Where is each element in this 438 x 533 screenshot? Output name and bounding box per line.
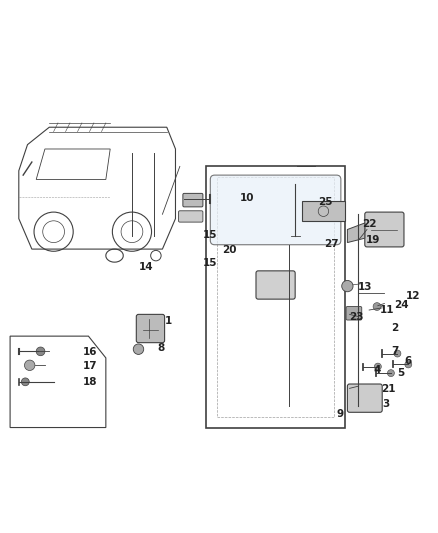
Text: 21: 21 bbox=[381, 384, 396, 394]
Circle shape bbox=[373, 303, 381, 310]
Text: 5: 5 bbox=[397, 368, 405, 378]
FancyBboxPatch shape bbox=[365, 212, 404, 247]
Text: 11: 11 bbox=[380, 305, 395, 315]
Text: 6: 6 bbox=[404, 357, 411, 366]
FancyBboxPatch shape bbox=[347, 384, 382, 413]
Text: 22: 22 bbox=[362, 219, 376, 229]
Text: 16: 16 bbox=[83, 347, 98, 357]
Circle shape bbox=[342, 280, 353, 292]
FancyBboxPatch shape bbox=[210, 175, 341, 245]
Circle shape bbox=[133, 344, 144, 354]
Circle shape bbox=[388, 370, 394, 377]
Circle shape bbox=[405, 361, 412, 368]
Text: 1: 1 bbox=[165, 316, 172, 326]
Text: 27: 27 bbox=[324, 239, 339, 249]
Circle shape bbox=[25, 360, 35, 370]
FancyBboxPatch shape bbox=[136, 314, 165, 343]
Text: 8: 8 bbox=[157, 343, 164, 353]
Text: 20: 20 bbox=[223, 245, 237, 255]
Circle shape bbox=[36, 347, 45, 356]
FancyBboxPatch shape bbox=[346, 306, 362, 320]
FancyBboxPatch shape bbox=[179, 211, 203, 222]
Text: 25: 25 bbox=[318, 197, 333, 207]
Text: 24: 24 bbox=[394, 300, 409, 310]
Polygon shape bbox=[302, 201, 345, 221]
Text: 2: 2 bbox=[391, 324, 398, 333]
Circle shape bbox=[374, 363, 381, 370]
Text: 7: 7 bbox=[391, 346, 398, 357]
FancyBboxPatch shape bbox=[183, 193, 203, 207]
Text: 15: 15 bbox=[202, 230, 217, 240]
Text: 15: 15 bbox=[202, 258, 217, 268]
Circle shape bbox=[21, 378, 29, 386]
FancyBboxPatch shape bbox=[256, 271, 295, 299]
Text: 3: 3 bbox=[382, 399, 389, 409]
Text: 18: 18 bbox=[83, 377, 98, 387]
Circle shape bbox=[394, 350, 401, 357]
Text: 14: 14 bbox=[138, 262, 153, 272]
Text: 13: 13 bbox=[358, 282, 373, 293]
Text: 19: 19 bbox=[366, 235, 381, 245]
Text: 23: 23 bbox=[350, 312, 364, 321]
Polygon shape bbox=[347, 223, 365, 243]
Text: 4: 4 bbox=[374, 365, 381, 375]
Text: 10: 10 bbox=[240, 193, 254, 203]
Text: 9: 9 bbox=[336, 409, 344, 418]
Text: 17: 17 bbox=[83, 361, 98, 371]
Text: 12: 12 bbox=[406, 291, 420, 301]
